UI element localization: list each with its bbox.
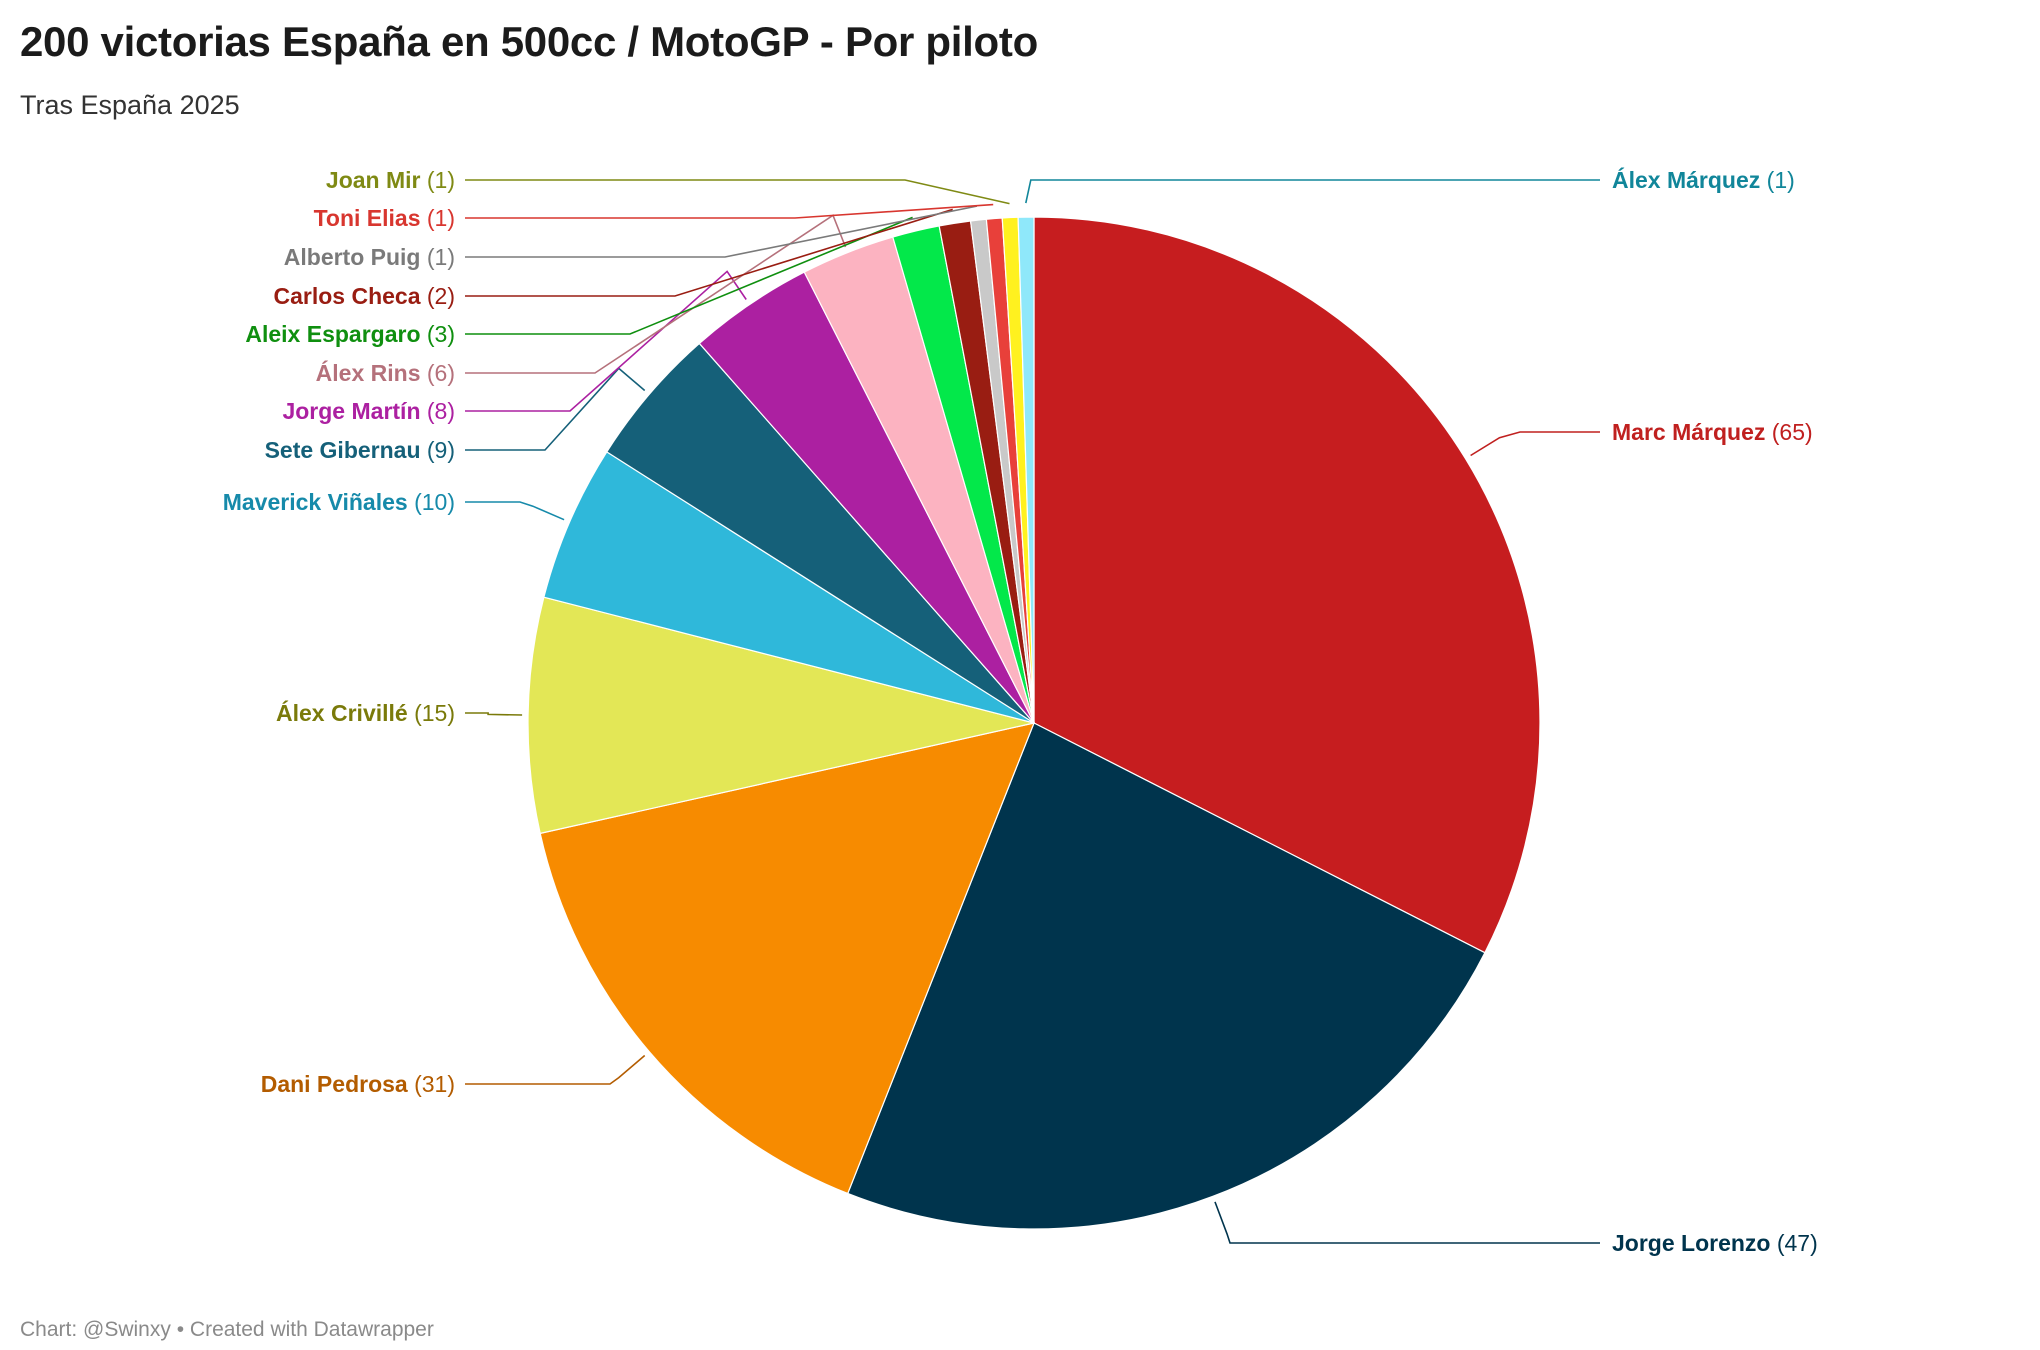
leader-line-marc-marquez (1470, 431, 1600, 457)
slice-label-value: (6) (421, 360, 456, 386)
footer-credit: Chart: @Swinxy (20, 1318, 171, 1341)
slice-label-alex-rins: Álex Rins (6) (316, 359, 455, 386)
slice-label-aleix-espargaro: Aleix Espargaro (3) (245, 321, 455, 347)
slice-label-name: Aleix Espargaro (245, 321, 420, 347)
slice-label-name: Marc Márquez (1612, 419, 1765, 445)
pie-slice-maverick-vinales (543, 451, 1035, 724)
slice-label-name: Toni Elias (314, 205, 421, 231)
slice-label-alex-criville: Álex Crivillé (15) (276, 699, 455, 726)
slice-label-name: Álex Crivillé (276, 699, 408, 726)
slice-label-marc-marquez: Marc Márquez (65) (1612, 419, 1813, 445)
slice-label-value: (2) (421, 283, 456, 309)
footer-separator: • (176, 1318, 185, 1341)
leader-line-carlos-checa (465, 208, 953, 297)
pie-slices (527, 216, 1541, 1230)
slice-label-name: Carlos Checa (273, 283, 420, 309)
chart-title: 200 victorias España en 500cc / MotoGP -… (20, 18, 1038, 65)
slice-label-value: (1) (421, 205, 456, 231)
slice-label-dani-pedrosa: Dani Pedrosa (31) (261, 1071, 455, 1097)
slice-label-value: (1) (1760, 167, 1795, 193)
slice-label-name: Dani Pedrosa (261, 1071, 408, 1097)
chart-subtitle: Tras España 2025 (20, 90, 240, 120)
leader-line-joan-mir (465, 179, 1010, 205)
slice-label-name: Maverick Viñales (223, 489, 408, 515)
leader-line-sete-gibernau (465, 367, 646, 451)
slice-label-name: Alberto Puig (284, 244, 421, 270)
slice-label-name: Jorge Lorenzo (1612, 1230, 1770, 1256)
slice-label-name: Álex Márquez (1612, 166, 1760, 193)
slice-label-sete-gibernau: Sete Gibernau (9) (265, 437, 455, 463)
slice-label-name: Sete Gibernau (265, 437, 421, 463)
slice-label-jorge-martin: Jorge Martín (8) (282, 398, 455, 424)
slice-label-alex-marquez: Álex Márquez (1) (1612, 166, 1795, 193)
label-leader-lines (465, 179, 1600, 1244)
slice-label-joan-mir: Joan Mir (1) (326, 167, 455, 193)
pie-slice-alex-marquez (1017, 216, 1035, 724)
slice-label-name: Joan Mir (326, 167, 421, 193)
leader-line-alex-criville (465, 712, 523, 716)
slice-label-value: (1) (421, 244, 456, 270)
slice-label-name: Álex Rins (316, 359, 421, 386)
slice-label-name: Jorge Martín (282, 398, 420, 424)
leader-line-jorge-martin (465, 270, 747, 412)
leader-line-maverick-vinales (465, 501, 565, 521)
slice-label-alberto-puig: Alberto Puig (1) (284, 244, 455, 270)
footer-tool: Created with Datawrapper (189, 1318, 434, 1341)
leader-line-dani-pedrosa (465, 1054, 646, 1085)
pie-slice-jorge-lorenzo (846, 722, 1486, 1230)
leader-line-toni-elias (465, 203, 994, 219)
pie-slice-marc-marquez (1033, 216, 1541, 954)
slice-label-value: (3) (421, 321, 456, 347)
leader-line-alberto-puig (465, 205, 978, 258)
slice-label-value: (10) (408, 489, 455, 515)
leader-line-jorge-lorenzo (1214, 1201, 1600, 1244)
slice-label-maverick-vinales: Maverick Viñales (10) (223, 489, 455, 515)
slice-label-toni-elias: Toni Elias (1) (314, 205, 455, 231)
slice-label-jorge-lorenzo: Jorge Lorenzo (47) (1612, 1230, 1818, 1256)
slice-label-value: (65) (1765, 419, 1812, 445)
slice-label-value: (9) (421, 437, 456, 463)
leader-line-alex-rins (465, 214, 847, 374)
slice-label-value: (47) (1770, 1230, 1817, 1256)
slice-label-value: (1) (421, 167, 456, 193)
slice-label-value: (31) (408, 1071, 455, 1097)
chart-footer: Chart: @Swinxy • Created with Datawrappe… (20, 1318, 434, 1342)
slice-label-value: (15) (408, 700, 455, 726)
pie-slice-alex-criville (527, 596, 1035, 835)
slice-labels: Marc Márquez (65) Jorge Lorenzo (47) Dani … (223, 166, 1818, 1256)
leader-line-alex-marquez (1025, 179, 1600, 204)
pie-slice-dani-pedrosa (539, 722, 1035, 1195)
slice-label-value: (8) (421, 398, 456, 424)
leader-line-aleix-espargaro (465, 216, 913, 335)
slice-label-carlos-checa: Carlos Checa (2) (273, 283, 455, 309)
